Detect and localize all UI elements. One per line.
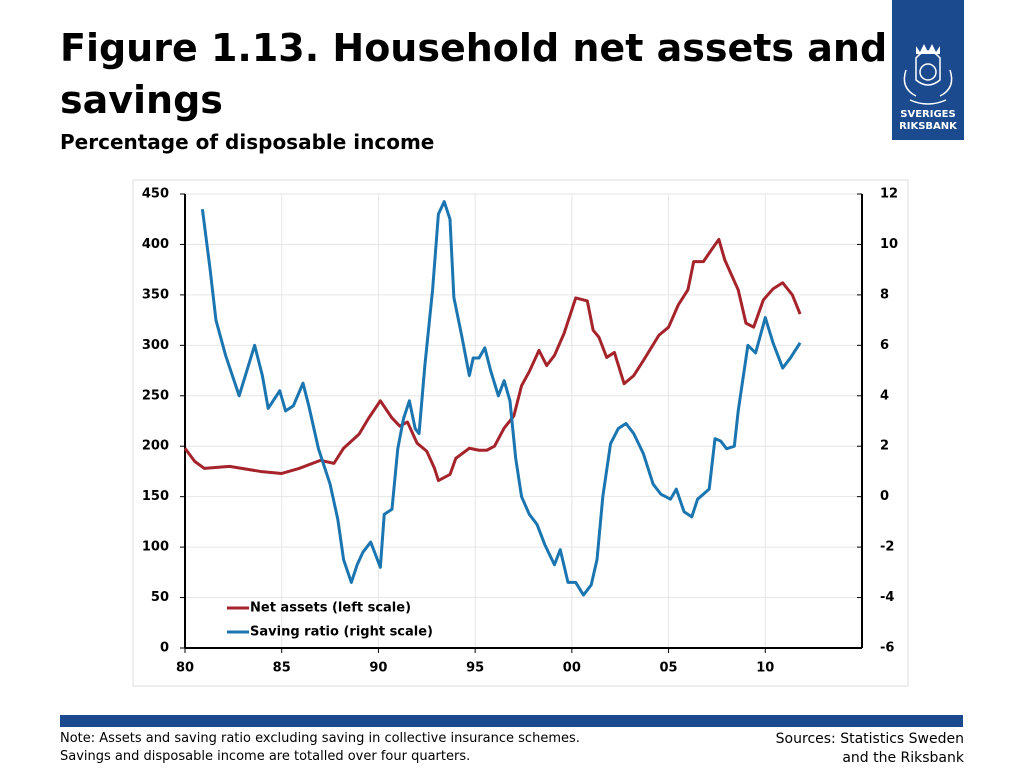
sources: Sources: Statistics Sweden — [775, 731, 964, 747]
logo-crest: SVERIGES RIKSBANK — [899, 44, 958, 132]
x-tick-label: 80 — [176, 661, 194, 676]
logo-text: RIKSBANK — [899, 121, 958, 132]
legend-label: Net assets (left scale) — [250, 601, 411, 616]
sources: and the Riksbank — [842, 750, 964, 766]
y-tick-label: 400 — [142, 237, 169, 252]
title: Figure 1.13. Household net assets and sa… — [60, 26, 888, 122]
logo: SVERIGES RIKSBANK — [892, 0, 964, 140]
y2-tick-label: 12 — [880, 187, 898, 202]
logo-text: SVERIGES — [900, 109, 955, 120]
y2-tick-label: 10 — [880, 237, 898, 252]
note: Note: Assets and saving ratio excluding … — [60, 731, 580, 746]
y-tick-label: 250 — [142, 388, 169, 403]
y-tick-label: 450 — [142, 187, 169, 202]
y2-tick-label: 2 — [880, 439, 889, 454]
y-tick-label: 300 — [142, 338, 169, 353]
y2-tick-label: 6 — [880, 338, 889, 353]
chart-frame — [132, 179, 909, 687]
x-tick-label: 05 — [660, 661, 678, 676]
note: Savings and disposable income are totall… — [60, 749, 471, 764]
x-tick-label: 85 — [273, 661, 291, 676]
y-tick-label: 0 — [160, 641, 169, 656]
y2-tick-label: 4 — [880, 388, 889, 403]
chart: 80 85 90 95 00 05 1005010015020025030035040045… — [132, 179, 909, 687]
subtitle: Percentage of disposable income — [60, 130, 435, 154]
y-tick-label: 150 — [142, 489, 169, 504]
legend-label: Saving ratio (right scale) — [250, 625, 433, 640]
y2-tick-label: -4 — [880, 590, 894, 605]
series-line — [183, 237, 802, 483]
y-tick-label: 200 — [142, 439, 169, 454]
x-tick-label: 95 — [466, 661, 484, 676]
y-tick-label: 350 — [142, 287, 169, 302]
x-tick-label: 10 — [756, 661, 774, 676]
x-tick-label: 90 — [369, 661, 387, 676]
y2-tick-label: 8 — [880, 287, 889, 302]
y2-tick-label: 0 — [880, 489, 889, 504]
y2-tick-label: -6 — [880, 641, 894, 656]
series-line — [200, 200, 802, 597]
footer-bar — [60, 715, 963, 727]
y-tick-label: 100 — [142, 540, 169, 555]
y-tick-label: 50 — [151, 590, 169, 605]
y2-tick-label: -2 — [880, 540, 894, 555]
x-tick-label: 00 — [563, 661, 581, 676]
